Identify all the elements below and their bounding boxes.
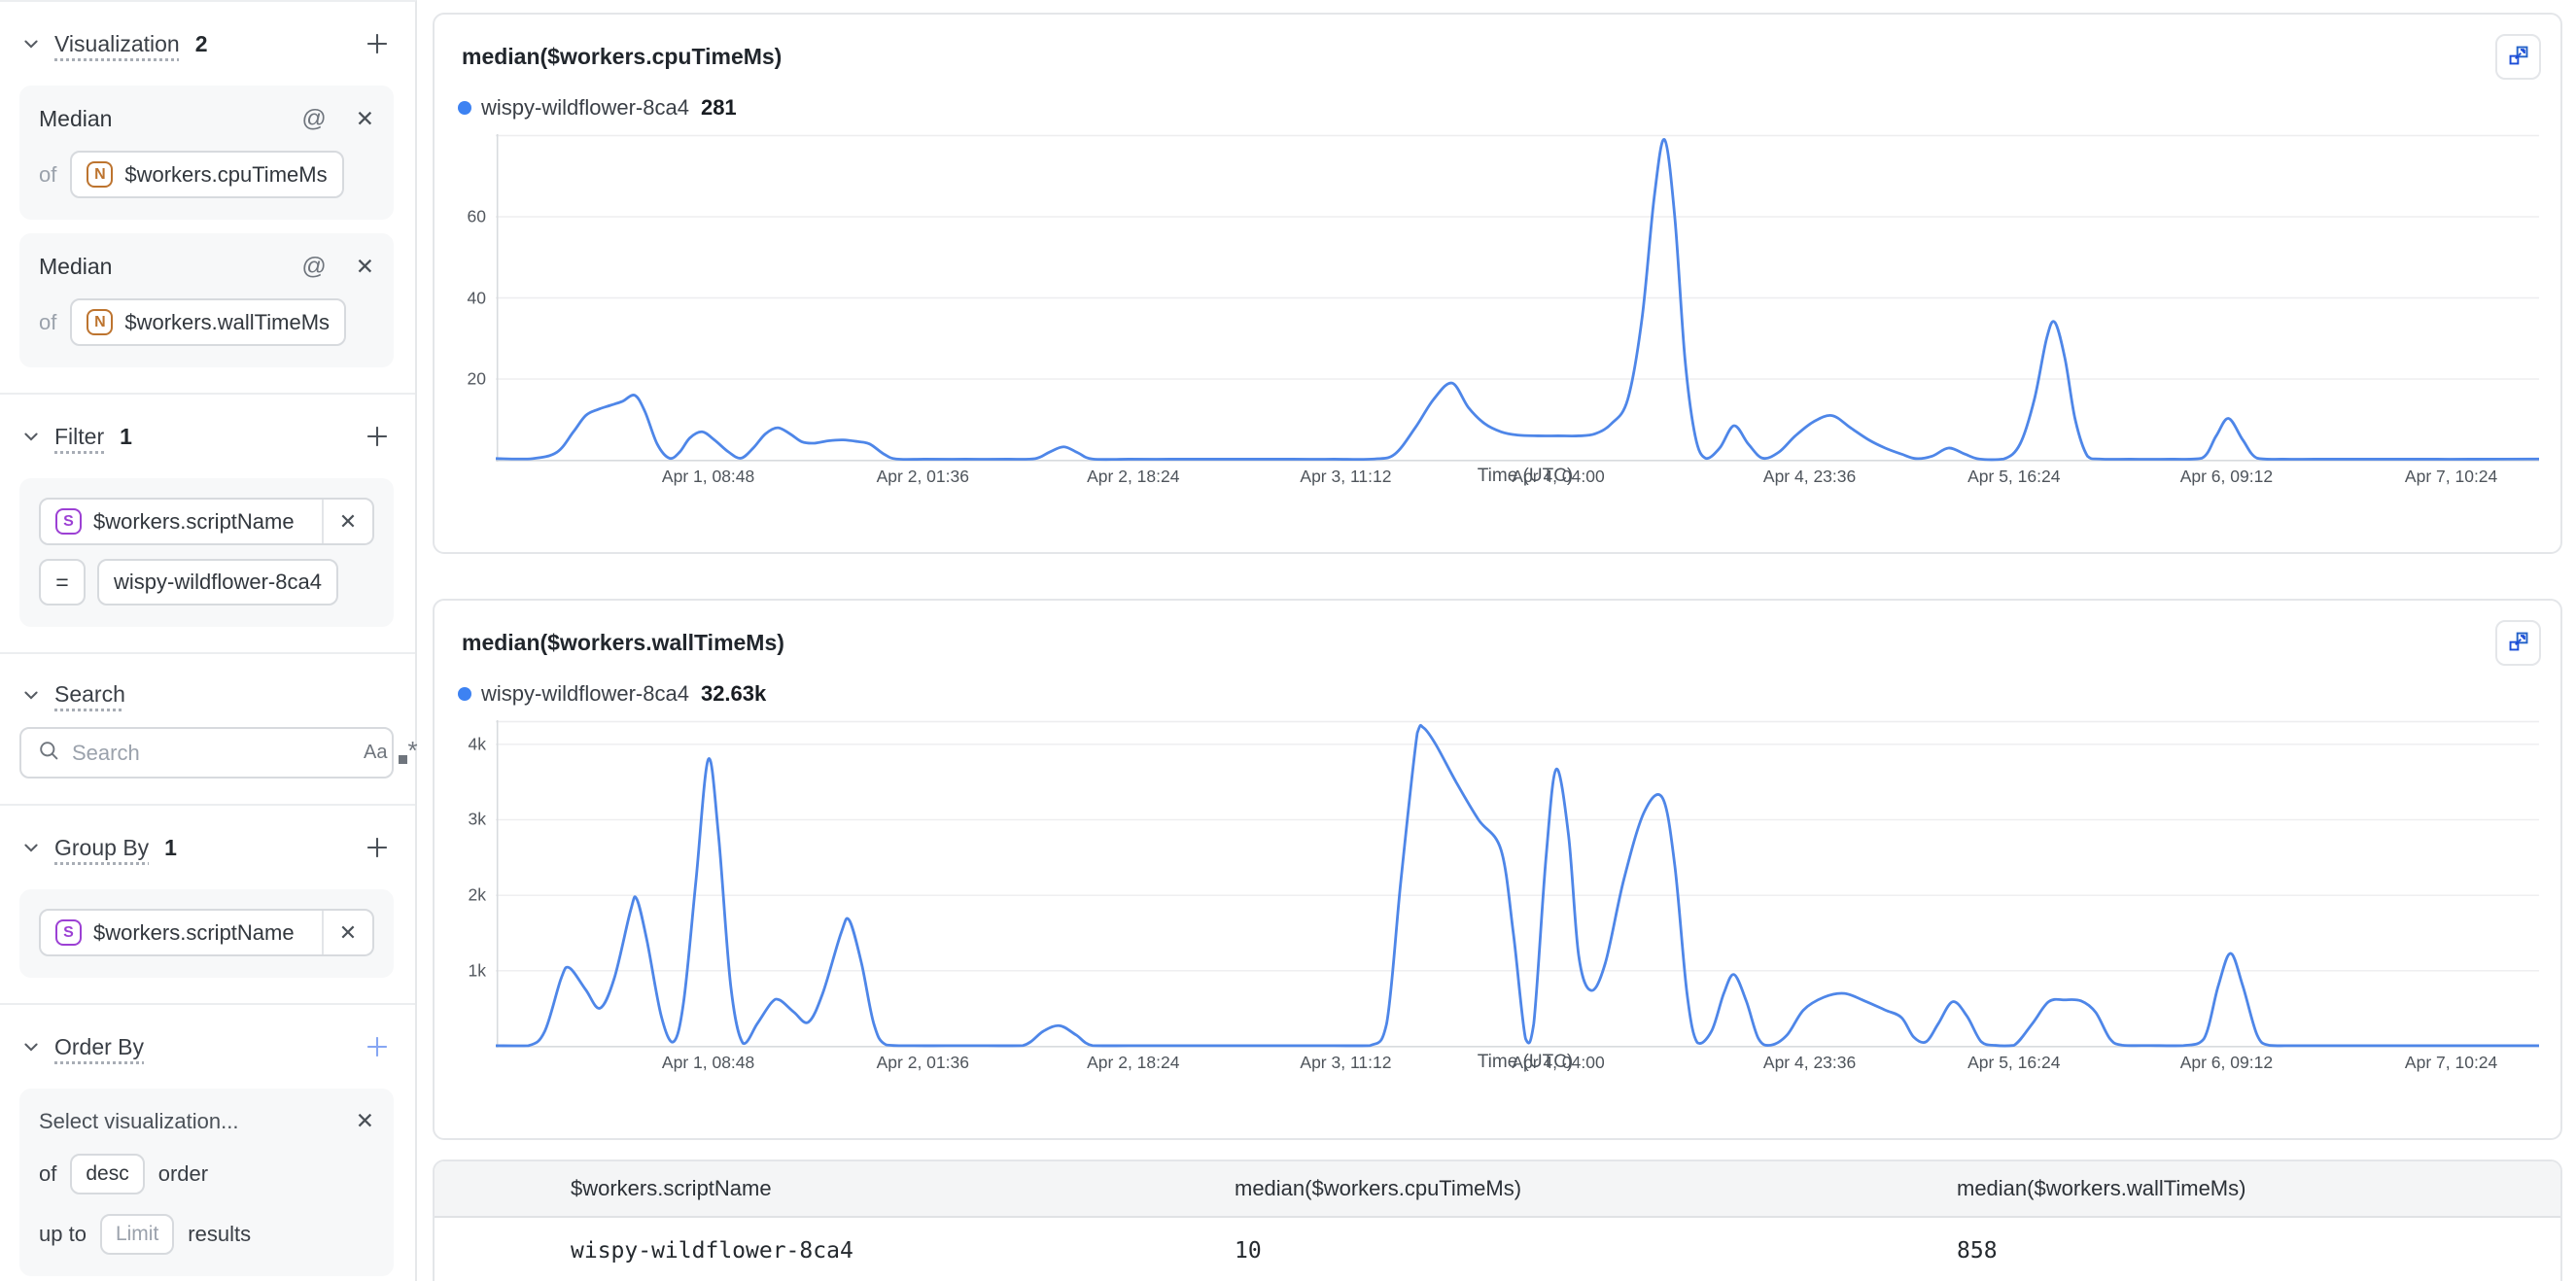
order-direction-select[interactable]: desc [70, 1154, 145, 1194]
string-type-icon: S [55, 919, 82, 946]
chevron-down-icon[interactable] [21, 837, 43, 858]
field-pill-cpu-time[interactable]: N $workers.cpuTimeMs [70, 151, 344, 198]
add-visualization-button[interactable] [363, 29, 392, 58]
wall-time-chart-card: median($workers.wallTimeMs) wispy-wildfl… [433, 599, 2562, 1140]
chevron-down-icon[interactable] [21, 1036, 43, 1057]
chart-title: median($workers.wallTimeMs) [462, 630, 784, 655]
at-icon[interactable]: @ [301, 253, 327, 280]
expand-chart-button[interactable] [2495, 620, 2541, 666]
remove-visualization-icon[interactable]: ✕ [355, 106, 374, 131]
add-order-by-button[interactable] [363, 1032, 392, 1061]
field-pill-wall-time[interactable]: N $workers.wallTimeMs [70, 298, 347, 346]
results-table: $workers.scriptName median($workers.cpuT… [433, 1160, 2562, 1281]
column-header[interactable]: $workers.scriptName [571, 1176, 772, 1200]
filter-count: 1 [120, 423, 132, 449]
add-filter-button[interactable] [363, 422, 392, 451]
order-by-card: Select visualization... ✕ of desc order … [19, 1089, 394, 1276]
limit-input[interactable]: Limit [99, 1214, 175, 1255]
group-by-count: 1 [164, 834, 177, 860]
string-type-icon: S [55, 508, 82, 535]
expand-chart-button[interactable] [2495, 34, 2541, 80]
x-axis: Apr 1, 08:48 Apr 2, 01:36 Apr 2, 18:24 Apr … [661, 1053, 2498, 1072]
table-row[interactable]: wispy-wildflower-8ca4 10 858 [435, 1218, 2560, 1281]
chart-legend[interactable]: wispy-wildflower-8ca4 281 [458, 95, 2560, 121]
group-by-section-title[interactable]: Group By [54, 834, 150, 860]
remove-filter-icon[interactable]: ✕ [322, 500, 372, 543]
group-by-card: S $workers.scriptName ✕ [19, 889, 394, 978]
visualization-section-title[interactable]: Visualization [54, 30, 180, 56]
expand-icon [2506, 43, 2531, 71]
chevron-down-icon[interactable] [21, 33, 43, 54]
x-axis: Apr 1, 08:48 Apr 2, 01:36 Apr 2, 18:24 Apr … [661, 467, 2498, 486]
visualization-count: 2 [194, 30, 208, 56]
query-builder-sidebar: Visualization 2 Median @ ✕ of N $workers… [0, 0, 418, 1281]
series-color-dot [458, 687, 471, 701]
up-to-label: up to [39, 1222, 87, 1246]
of-label: of [39, 1161, 57, 1186]
group-by-field[interactable]: S $workers.scriptName ✕ [39, 909, 374, 956]
visualization-section: Visualization 2 Median @ ✕ of N $workers… [0, 2, 415, 395]
order-by-section: Order By Select visualization... ✕ of de… [0, 1005, 415, 1281]
x-axis-title: Time (UTC) [1477, 1052, 1574, 1072]
line-chart-plot[interactable]: Apr 1, 08:48 Apr 2, 01:36 Apr 2, 18:24 Apr … [496, 720, 2539, 1072]
expand-icon [2506, 629, 2531, 657]
add-group-by-button[interactable] [363, 833, 392, 862]
group-by-section: Group By 1 S $workers.scriptName ✕ [0, 806, 415, 1005]
filter-value[interactable]: wispy-wildflower-8ca4 [97, 559, 338, 606]
series-color-dot [458, 101, 471, 115]
results-label: results [188, 1222, 252, 1246]
table-header-row: $workers.scriptName median($workers.cpuT… [435, 1161, 2560, 1218]
search-section: Search Aa * [0, 654, 418, 806]
order-label: order [157, 1161, 209, 1186]
column-header[interactable]: median($workers.cpuTimeMs) [1235, 1176, 1522, 1200]
at-icon[interactable]: @ [301, 105, 327, 132]
filter-section-title[interactable]: Filter [54, 423, 105, 449]
cpu-time-chart-card: median($workers.cpuTimeMs) wispy-wildflo… [433, 13, 2562, 554]
order-by-section-title[interactable]: Order By [54, 1033, 145, 1059]
filter-section: Filter 1 S $workers.scriptName ✕ = wispy… [0, 395, 415, 654]
chevron-down-icon[interactable] [21, 684, 43, 706]
line-chart-plot[interactable]: Apr 1, 08:48 Apr 2, 01:36 Apr 2, 18:24 Apr … [496, 134, 2539, 486]
chart-title: median($workers.cpuTimeMs) [462, 44, 783, 69]
chevron-down-icon[interactable] [21, 426, 43, 447]
visualization-function[interactable]: Median [39, 254, 113, 279]
numeric-type-icon: N [87, 309, 114, 335]
visualization-function[interactable]: Median [39, 106, 113, 131]
filter-card: S $workers.scriptName ✕ = wispy-wildflow… [19, 478, 394, 627]
match-case-toggle[interactable]: Aa [364, 742, 388, 763]
search-icon [37, 739, 60, 767]
results-area: median($workers.cpuTimeMs) wispy-wildflo… [419, 0, 2576, 1281]
column-header[interactable]: median($workers.wallTimeMs) [1957, 1176, 2246, 1200]
remove-group-by-icon[interactable]: ✕ [322, 911, 372, 954]
y-axis: 20 40 60 [467, 206, 486, 389]
order-by-select[interactable]: Select visualization... [39, 1108, 239, 1133]
search-section-title[interactable]: Search [54, 681, 125, 707]
x-axis-title: Time (UTC) [1477, 466, 1574, 486]
filter-operator[interactable]: = [39, 559, 86, 606]
of-label: of [39, 161, 57, 187]
search-input[interactable] [72, 740, 352, 766]
visualization-card: Median @ ✕ of N $workers.cpuTimeMs [19, 86, 394, 220]
remove-order-by-icon[interactable]: ✕ [355, 1108, 374, 1133]
visualization-card: Median @ ✕ of N $workers.wallTimeMs [19, 233, 394, 367]
remove-visualization-icon[interactable]: ✕ [355, 254, 374, 279]
chart-legend[interactable]: wispy-wildflower-8ca4 32.63k [458, 681, 2560, 707]
regex-toggle[interactable]: * [399, 738, 418, 764]
y-axis: 1k 2k 3k 4k [468, 734, 486, 981]
filter-field[interactable]: S $workers.scriptName ✕ [39, 498, 374, 545]
of-label: of [39, 309, 57, 334]
numeric-type-icon: N [87, 161, 114, 188]
search-box: Aa * [19, 727, 418, 779]
